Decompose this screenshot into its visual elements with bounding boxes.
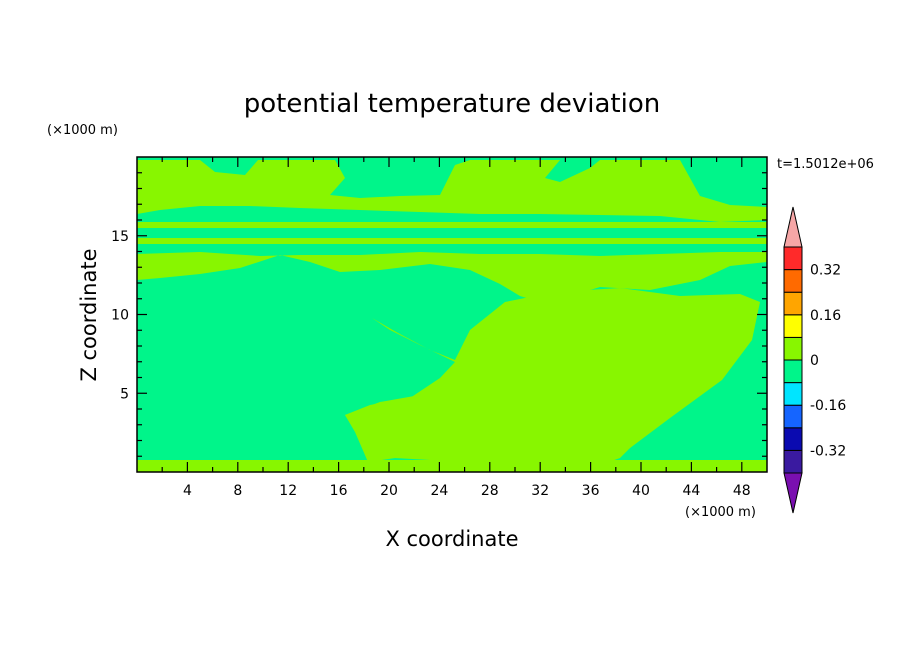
x-unit-label: (×1000 m)	[685, 505, 756, 520]
time-label: t=1.5012e+06	[777, 157, 874, 172]
x-tick-label: 24	[430, 483, 448, 499]
x-tick-label: 44	[682, 483, 700, 499]
colorbar-tick-label: 0	[810, 353, 819, 369]
colorbar-swatch	[783, 427, 803, 451]
positive-region-lower	[345, 302, 760, 466]
positive-stripe-2	[137, 238, 767, 244]
positive-stripe-1	[137, 222, 767, 228]
x-tick-label: 8	[233, 483, 242, 499]
colorbar-swatch	[783, 359, 803, 384]
colorbar-tick-label: 0.32	[810, 263, 841, 279]
colorbar-swatch	[783, 291, 803, 316]
colorbar-tick-label: 0.16	[810, 308, 841, 324]
x-tick-label: 20	[380, 483, 398, 499]
x-tick-label: 4	[183, 483, 192, 499]
colorbar-swatch	[783, 246, 803, 271]
positive-regions	[137, 160, 767, 472]
positive-band-upper	[137, 160, 767, 222]
colorbar-max-triangle	[783, 206, 803, 248]
positive-band-middle	[137, 252, 767, 302]
colorbar-swatch	[783, 314, 803, 338]
colorbar-swatch	[783, 336, 803, 361]
colorbar-tick-label: -0.32	[810, 443, 846, 459]
y-tick-label: 5	[120, 386, 129, 402]
x-axis-ticks: 4 8 12 16 20 24 28 32 36 40 44 48	[161, 157, 751, 499]
colorbar-swatch	[783, 382, 803, 406]
colorbar-swatch	[783, 269, 803, 293]
x-tick-label: 16	[330, 483, 348, 499]
y-axis-ticks: 5 10 15	[111, 172, 767, 457]
y-axis-label: Z coordinate	[77, 248, 101, 381]
plot-area	[137, 157, 767, 472]
y-tick-label: 10	[111, 308, 129, 324]
y-unit-label: (×1000 m)	[47, 123, 118, 138]
colorbar-min-triangle	[783, 472, 803, 514]
y-tick-label: 15	[111, 229, 129, 245]
x-tick-label: 32	[531, 483, 549, 499]
x-tick-label: 28	[481, 483, 499, 499]
positive-bottom-strip	[137, 460, 767, 472]
x-tick-label: 48	[733, 483, 751, 499]
colorbar-tick-label: -0.16	[810, 398, 846, 414]
chart-title: potential temperature deviation	[244, 89, 660, 119]
x-axis-label: X coordinate	[385, 527, 518, 551]
x-tick-label: 12	[279, 483, 297, 499]
colorbar-swatch	[783, 449, 803, 474]
colorbar-swatch	[783, 404, 803, 429]
x-tick-label: 36	[582, 483, 600, 499]
colorbar: 0.32 0.16 0 -0.16 -0.32	[783, 206, 846, 514]
x-tick-label: 40	[632, 483, 650, 499]
